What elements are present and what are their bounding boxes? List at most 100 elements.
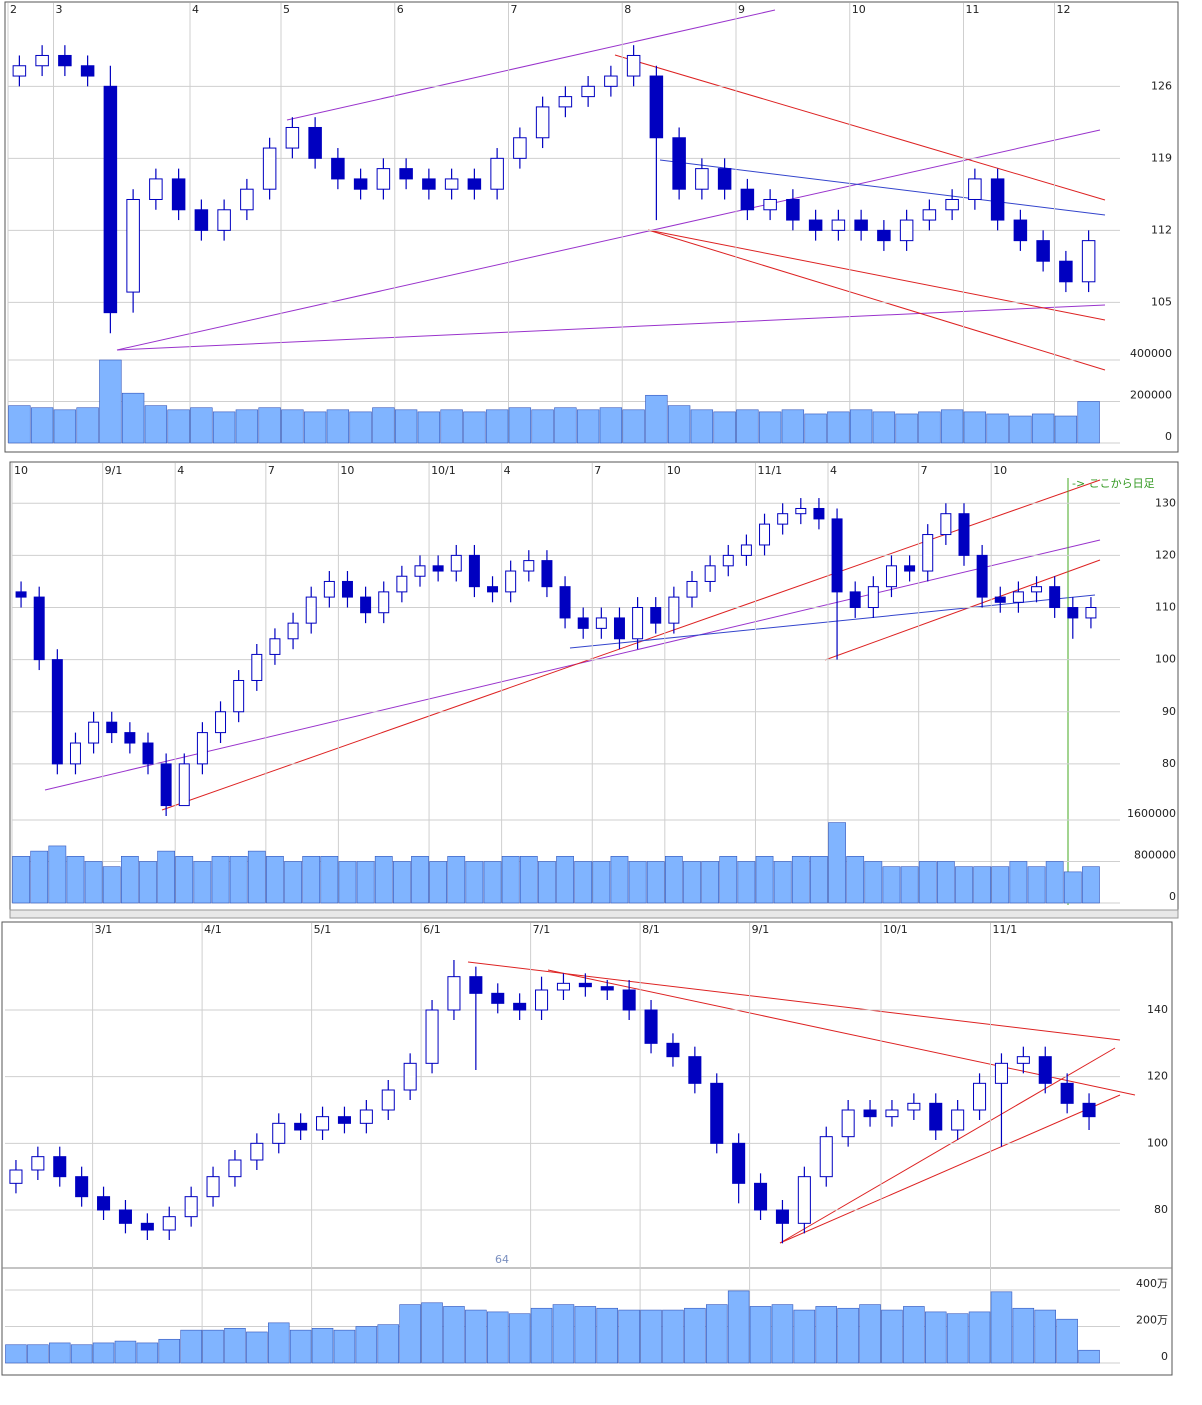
volume-bar: [158, 1338, 181, 1364]
candle-body: [513, 1002, 527, 1011]
candle-body: [535, 989, 549, 1011]
candle-body: [33, 596, 45, 661]
volume-bar: [8, 405, 31, 444]
volume-bar: [701, 861, 719, 904]
volume-bar: [84, 861, 103, 904]
candle-body: [740, 544, 752, 556]
volume-bar: [229, 856, 248, 904]
candle-body: [666, 1042, 680, 1058]
volume-bar: [727, 1290, 750, 1364]
candle-body: [854, 219, 868, 231]
candle-body: [1036, 240, 1050, 262]
volume-bar: [211, 856, 230, 904]
volume-bar: [1012, 1307, 1035, 1364]
volume-bar: [180, 1329, 202, 1364]
candle-body: [196, 732, 208, 765]
candle-body: [80, 65, 95, 77]
candle-body: [578, 982, 592, 988]
volume-tick-label: 200万: [1136, 1314, 1168, 1327]
candle-body: [75, 1176, 89, 1198]
candle-body: [414, 565, 426, 577]
candle-body: [732, 1142, 746, 1184]
candle-body: [69, 742, 81, 765]
candle-body: [323, 580, 335, 598]
volume-bar: [139, 861, 157, 904]
candle-body: [308, 126, 322, 159]
volume-bar: [48, 1342, 71, 1364]
volume-bar: [793, 1309, 816, 1364]
volume-bar: [281, 409, 304, 444]
volume-bar: [955, 866, 973, 904]
volume-bar: [303, 411, 327, 444]
candle-body: [763, 198, 777, 211]
volume-bar: [1077, 401, 1100, 444]
volume-bar: [827, 411, 850, 444]
candle-body: [722, 554, 734, 567]
candle-body: [53, 1156, 67, 1178]
volume-bar: [465, 861, 484, 904]
volume-bar: [374, 856, 393, 904]
candle-body: [626, 54, 641, 77]
candle-body: [51, 659, 63, 765]
candle-body: [994, 1062, 1008, 1084]
candle-body: [469, 976, 483, 994]
candle-body: [294, 1122, 308, 1131]
volume-bar: [622, 409, 645, 444]
candle-body: [450, 554, 462, 572]
candle-body: [381, 1089, 395, 1111]
volume-bar: [355, 1326, 378, 1364]
candle-body: [668, 596, 680, 624]
x-tick-label: 10: [852, 3, 866, 16]
trend-line: [547, 969, 1136, 1096]
x-tick-label: 4/1: [204, 923, 222, 936]
candle-body: [945, 198, 959, 211]
volume-bar: [755, 856, 774, 904]
candle-body: [149, 178, 163, 200]
candle-body: [559, 586, 571, 619]
volume-bar: [30, 850, 49, 904]
candle-body: [650, 607, 662, 624]
scrollbar[interactable]: [9, 909, 1179, 919]
candle-body: [795, 507, 807, 515]
candle-body: [968, 178, 982, 200]
candle-body: [162, 1216, 176, 1231]
volume-bar: [320, 856, 339, 904]
volume-bar: [235, 409, 259, 444]
volume-tick-label: 200000: [1130, 389, 1172, 402]
volume-bar: [224, 1328, 246, 1364]
volume-bar: [30, 407, 54, 444]
volume-bar: [828, 822, 846, 904]
candle-body: [759, 523, 771, 546]
volume-bar: [175, 856, 194, 904]
volume-bar: [900, 866, 919, 904]
volume-bar: [501, 856, 520, 904]
volume-bar: [258, 407, 281, 444]
volume-bar: [646, 861, 665, 904]
y-tick-label: 80: [1154, 1203, 1168, 1216]
candle-body: [613, 617, 625, 640]
volume-bar: [864, 861, 883, 904]
candle-body: [272, 1122, 286, 1144]
candle-body: [899, 219, 914, 242]
y-tick-label: 126: [1151, 79, 1172, 92]
x-tick-label: 7/1: [533, 923, 551, 936]
candle-body: [353, 178, 368, 190]
volume-bar: [973, 866, 991, 904]
candle-body: [1013, 219, 1028, 242]
volume-bar: [936, 861, 955, 904]
x-tick-label: 5/1: [314, 923, 332, 936]
candle-body: [360, 596, 372, 614]
candle-body: [1038, 1056, 1052, 1084]
volume-bar: [356, 861, 375, 904]
candle-body: [378, 591, 390, 614]
candle-body: [487, 586, 499, 593]
panel-frame: [1, 921, 1173, 1376]
candle-body: [505, 570, 517, 593]
candle-body: [432, 565, 444, 572]
volume-tick-label: 800000: [1134, 849, 1176, 862]
volume-bar: [556, 856, 574, 904]
candle-body: [808, 219, 823, 231]
y-tick-label: 100: [1147, 1136, 1168, 1149]
volume-bar: [596, 1307, 618, 1364]
volume-tick-label: 0: [1165, 430, 1172, 443]
